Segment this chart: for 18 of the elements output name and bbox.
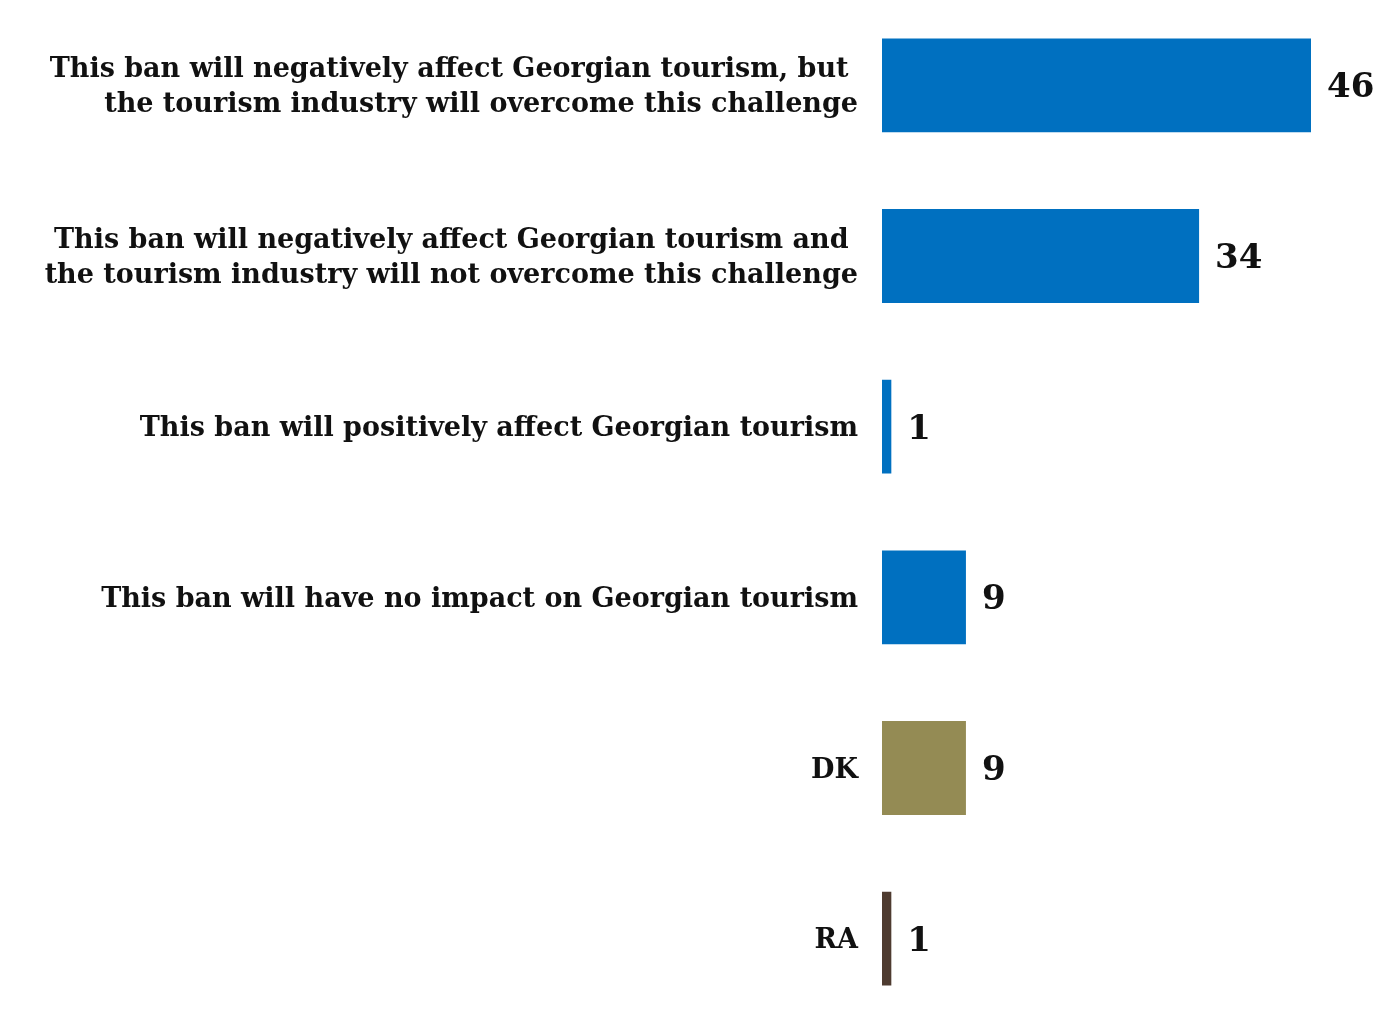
data-label: 1: [907, 406, 931, 447]
data-label: 34: [1215, 236, 1263, 276]
y-tick-label: This ban will have no impact on Georgian tourism: [101, 581, 858, 613]
data-label: 46: [1327, 65, 1375, 106]
bar: [882, 209, 1200, 303]
bar: [882, 550, 966, 645]
data-label: 9: [981, 577, 1006, 618]
y-tick-label: DK: [811, 752, 860, 784]
bar: [882, 38, 1311, 133]
y-tick-label: This ban will negatively affect Georgian tourism, but the tourism industry will overcome this challenge: [49, 52, 858, 119]
bar: [882, 379, 892, 474]
y-tick-label: RA: [814, 923, 860, 955]
y-tick-label: This ban will positively affect Georgian tourism: [139, 411, 858, 443]
data-label: 1: [907, 918, 931, 959]
bar: [882, 891, 892, 986]
y-tick-label: This ban will negatively affect Georgian tourism and the tourism industry will not overcome this challenge: [44, 223, 858, 289]
bar: [882, 721, 966, 815]
data-label: 9: [981, 748, 1006, 788]
